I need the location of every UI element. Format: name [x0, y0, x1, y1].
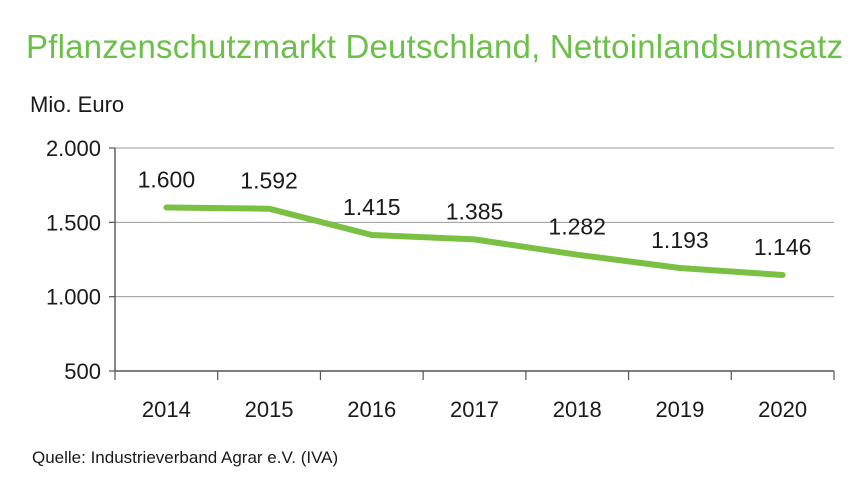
data-label: 1.415 [343, 194, 401, 220]
data-label: 1.282 [548, 214, 606, 240]
y-tick-label: 1.500 [46, 210, 101, 235]
x-tick-label: 2019 [655, 397, 704, 422]
x-tick-label: 2014 [142, 397, 191, 422]
source-note: Quelle: Industrieverband Agrar e.V. (IVA… [32, 448, 339, 467]
y-axis-unit-label: Mio. Euro [30, 92, 125, 117]
x-tick-label: 2020 [758, 397, 807, 422]
data-label: 1.600 [138, 166, 196, 192]
data-label: 1.385 [446, 198, 504, 224]
y-tick-label: 1.000 [46, 285, 101, 310]
x-tick-label: 2015 [245, 397, 294, 422]
x-tick-label: 2017 [450, 397, 499, 422]
data-label: 1.146 [754, 234, 812, 260]
series-line [163, 204, 786, 278]
x-tick-label: 2016 [347, 397, 396, 422]
data-label: 1.193 [651, 227, 709, 253]
y-tick-label: 500 [64, 359, 101, 384]
x-tick-label: 2018 [553, 397, 602, 422]
data-label: 1.592 [240, 168, 298, 194]
chart-title: Pflanzenschutzmarkt Deutschland, Nettoin… [26, 28, 844, 65]
y-tick-label: 2.000 [46, 136, 101, 161]
